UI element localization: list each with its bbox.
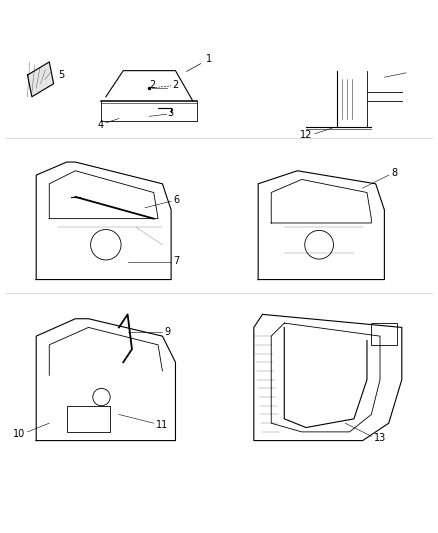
Text: 7: 7 — [173, 256, 180, 266]
Text: 4: 4 — [98, 120, 104, 130]
Text: 12: 12 — [300, 130, 313, 140]
Text: 1: 1 — [187, 54, 212, 71]
Bar — [67, 406, 110, 432]
Text: 3: 3 — [168, 108, 174, 118]
Text: 8: 8 — [391, 168, 397, 178]
Text: 2: 2 — [172, 80, 178, 90]
Text: 10: 10 — [13, 429, 25, 439]
Text: 6: 6 — [173, 196, 180, 205]
Text: 2: 2 — [149, 80, 155, 90]
Polygon shape — [28, 62, 53, 97]
Text: 13: 13 — [374, 433, 386, 443]
Text: 5: 5 — [58, 70, 64, 80]
Text: 9: 9 — [165, 327, 171, 337]
Text: 11: 11 — [156, 421, 168, 430]
Bar — [371, 323, 397, 345]
